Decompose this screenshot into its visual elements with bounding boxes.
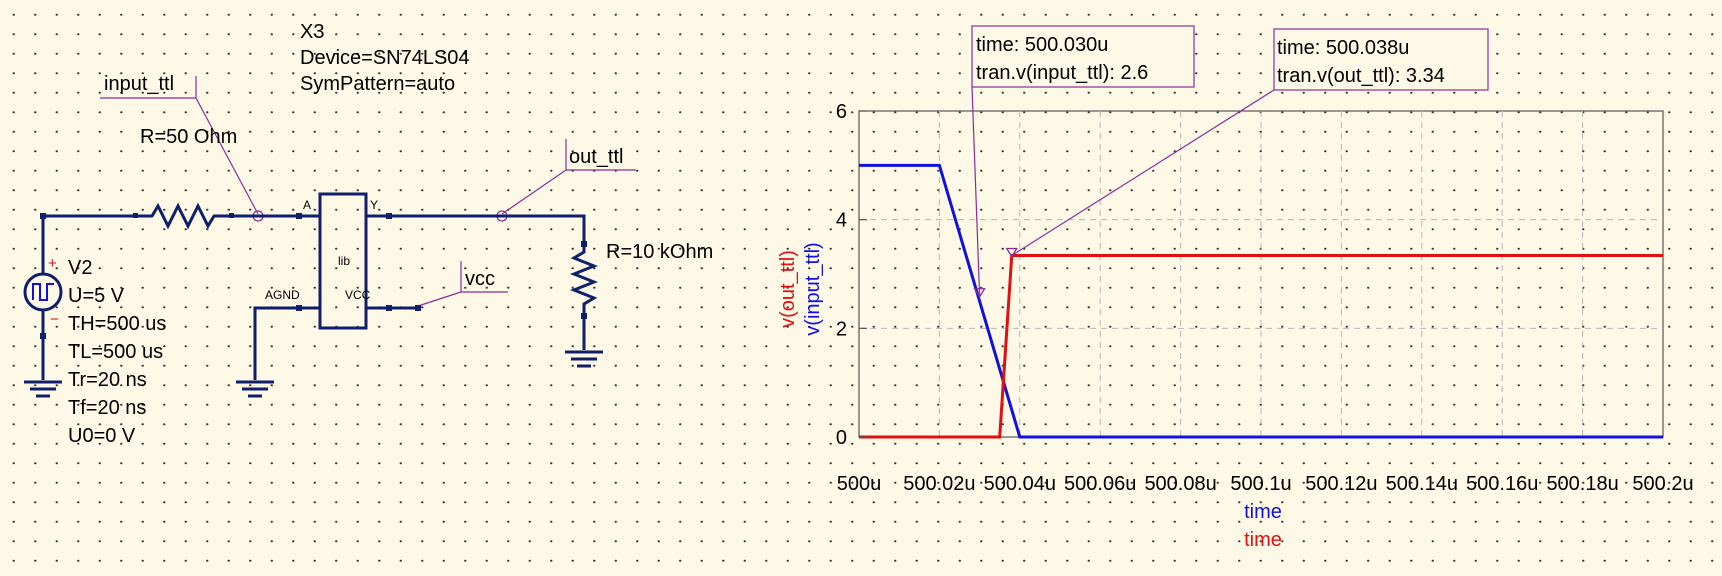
ground-agnd[interactable] xyxy=(236,380,274,398)
inverter-body[interactable] xyxy=(318,192,368,330)
inverter-name[interactable]: X3 xyxy=(300,21,324,43)
source-pin-bottom xyxy=(40,333,46,339)
x-tick-label: 500.16u xyxy=(1466,473,1538,495)
inverter-x3[interactable]: lib A Y AGND VCC xyxy=(265,192,392,330)
x-tick-label: 500.02u xyxy=(903,473,975,495)
marker-input-time: time: 500.030u xyxy=(976,34,1108,56)
source-param-tr[interactable]: Tr=20 ns xyxy=(68,369,147,391)
x-axis-label-input[interactable]: time xyxy=(1244,501,1282,523)
minus-sign-icon: − xyxy=(50,311,59,328)
y-tick-label: 2 xyxy=(836,318,847,340)
pin-y-label: Y xyxy=(370,198,378,212)
pulse-voltage-source[interactable]: + − xyxy=(23,213,63,380)
x-tick-label: 500.06u xyxy=(1064,473,1136,495)
x-axis-ticks: 500u 500.02u 500.04u 500.06u 500.08u 500.1u 50… xyxy=(837,473,1694,495)
out-ttl-label[interactable]: out_ttl xyxy=(569,146,623,168)
source-pin-top xyxy=(40,213,46,219)
vcc-label[interactable]: vcc xyxy=(465,268,495,290)
marker-readout-input[interactable]: time: 500.030u tran.v(input_ttl): 2.6 xyxy=(971,25,1195,88)
source-circle[interactable] xyxy=(23,272,63,312)
pulse-icon xyxy=(32,283,54,301)
marker-input-point[interactable] xyxy=(973,288,986,298)
resistor-pin-left xyxy=(133,213,138,218)
resistor-pin-right xyxy=(229,213,234,218)
input-ttl-leader xyxy=(195,97,259,215)
inverter-device[interactable]: Device=SN74LS04 xyxy=(300,47,470,69)
vcc-wire-end xyxy=(415,305,421,311)
y-axis-ticks: 0 2 4 6 xyxy=(836,101,867,449)
marker-readout-output-box[interactable] xyxy=(1273,28,1489,91)
x-tick-label: 500.04u xyxy=(984,473,1056,495)
marker-output-point[interactable] xyxy=(1005,247,1018,258)
ground-load[interactable] xyxy=(565,350,603,368)
x-tick-label: 500.14u xyxy=(1386,473,1458,495)
y-axis-label-input[interactable]: v(input_ttl) xyxy=(802,242,824,335)
marker-readout-output[interactable]: time: 500.038u tran.v(out_ttl): 3.34 xyxy=(1273,28,1489,91)
y-axis-label-output[interactable]: v(out_ttl) xyxy=(777,250,799,328)
wire-agnd-to-ground[interactable] xyxy=(253,306,320,380)
schematic[interactable]: X3 Device=SN74LS04 SymPattern=auto input… xyxy=(23,21,713,447)
pin-vcc-label: VCC xyxy=(345,288,371,302)
marker-output-value: tran.v(out_ttl): 3.34 xyxy=(1277,65,1445,87)
y-tick-label: 6 xyxy=(836,101,847,123)
series-resistor-value[interactable]: R=50 Ohm xyxy=(140,126,237,148)
source-param-tf[interactable]: Tf=20 ns xyxy=(68,397,146,419)
inverter-sympattern[interactable]: SymPattern=auto xyxy=(300,73,455,95)
load-resistor[interactable] xyxy=(569,244,599,316)
marker-leader-line xyxy=(971,86,981,296)
x-tick-label: 500.08u xyxy=(1144,473,1216,495)
series-resistor[interactable] xyxy=(136,202,232,230)
source-name[interactable]: V2 xyxy=(68,257,92,279)
source-param-tl[interactable]: TL=500 us xyxy=(68,341,163,363)
source-param-u0[interactable]: U0=0 V xyxy=(68,425,136,447)
plus-sign-icon: + xyxy=(48,255,57,272)
y-tick-label: 0 xyxy=(836,427,847,449)
x-tick-label: 500.2u xyxy=(1632,473,1693,495)
x-tick-label: 500.1u xyxy=(1230,473,1291,495)
input-ttl-label[interactable]: input_ttl xyxy=(104,73,174,95)
load-resistor-value[interactable]: R=10 kOhm xyxy=(606,241,713,263)
pin-a-label: A xyxy=(303,198,311,212)
x-tick-label: 500.18u xyxy=(1546,473,1618,495)
plot-grid xyxy=(859,111,1663,437)
y-tick-label: 4 xyxy=(836,210,847,232)
marker-readout-input-box[interactable] xyxy=(971,25,1195,88)
ground-source[interactable] xyxy=(24,380,62,398)
source-param-th[interactable]: TH=500 us xyxy=(68,313,166,335)
vcc-leader xyxy=(417,291,462,307)
pin-agnd-label: AGND xyxy=(265,288,300,302)
load-pin-top xyxy=(581,241,587,247)
plot-series xyxy=(859,163,1663,439)
series-out-ttl-line[interactable] xyxy=(859,254,1663,439)
plot-markers xyxy=(971,86,1275,298)
inverter-lib-text: lib xyxy=(338,254,350,268)
series-input-ttl-line[interactable] xyxy=(859,163,1663,439)
x-tick-label: 500.12u xyxy=(1305,473,1377,495)
x-axis-label-output[interactable]: time xyxy=(1244,529,1282,551)
out-ttl-leader xyxy=(501,169,567,215)
marker-output-time: time: 500.038u xyxy=(1277,37,1409,59)
pin-a[interactable] xyxy=(296,213,302,219)
marker-input-value: tran.v(input_ttl): 2.6 xyxy=(976,62,1148,84)
marker-leader-line xyxy=(1011,89,1275,257)
x-tick-label: 500u xyxy=(837,473,882,495)
wire-inverter-to-load[interactable] xyxy=(366,214,586,244)
transient-plot[interactable]: 500u 500.02u 500.04u 500.06u 500.08u 500.1u 50… xyxy=(777,25,1694,551)
load-pin-bottom xyxy=(581,313,587,319)
source-param-u[interactable]: U=5 V xyxy=(68,285,125,307)
source-parameters[interactable]: V2 U=5 V TH=500 us TL=500 us Tr=20 ns Tf… xyxy=(68,257,166,447)
